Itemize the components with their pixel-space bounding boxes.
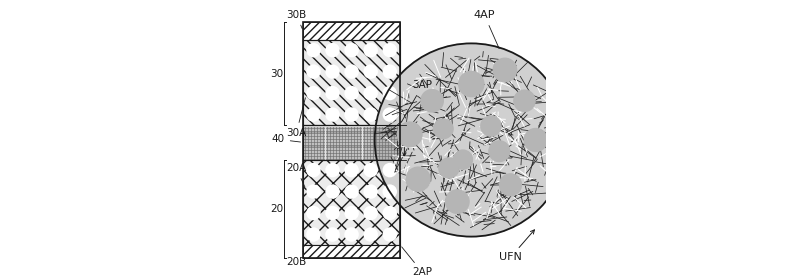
- Circle shape: [383, 64, 397, 79]
- Bar: [303, 245, 400, 258]
- Circle shape: [325, 163, 340, 178]
- Text: 30: 30: [270, 69, 283, 79]
- Circle shape: [345, 86, 358, 100]
- Text: 30A: 30A: [286, 98, 307, 138]
- Circle shape: [514, 90, 535, 111]
- Circle shape: [325, 64, 340, 79]
- Circle shape: [345, 43, 358, 57]
- Circle shape: [439, 158, 459, 178]
- Circle shape: [363, 86, 378, 100]
- Circle shape: [325, 206, 340, 220]
- Circle shape: [307, 64, 320, 79]
- Circle shape: [345, 163, 358, 178]
- Bar: [303, 40, 400, 125]
- Text: 3AP: 3AP: [401, 80, 432, 122]
- Circle shape: [397, 122, 422, 147]
- Text: T: T: [408, 137, 414, 147]
- Circle shape: [325, 43, 340, 57]
- Circle shape: [383, 163, 397, 178]
- Circle shape: [383, 43, 397, 57]
- Text: UF: UF: [0, 279, 1, 280]
- Circle shape: [325, 86, 340, 100]
- Circle shape: [307, 43, 320, 57]
- Text: 30B: 30B: [286, 10, 307, 29]
- Circle shape: [345, 206, 358, 220]
- Circle shape: [489, 141, 509, 162]
- Circle shape: [363, 64, 378, 79]
- Circle shape: [307, 107, 320, 122]
- Bar: [303, 125, 400, 160]
- Text: 4AP: 4AP: [474, 10, 499, 49]
- Circle shape: [363, 107, 378, 122]
- Circle shape: [345, 184, 358, 199]
- Circle shape: [421, 90, 444, 112]
- Circle shape: [434, 119, 453, 139]
- Circle shape: [363, 163, 378, 178]
- Text: 40: 40: [272, 134, 301, 144]
- Circle shape: [524, 129, 547, 151]
- Bar: [303, 22, 400, 40]
- Circle shape: [383, 227, 397, 242]
- Circle shape: [307, 184, 320, 199]
- Circle shape: [363, 184, 378, 199]
- Circle shape: [325, 227, 340, 242]
- Text: 2AP: 2AP: [401, 247, 432, 277]
- Circle shape: [481, 116, 501, 136]
- Circle shape: [493, 58, 517, 82]
- Text: UFN: UFN: [499, 230, 534, 262]
- Circle shape: [325, 184, 340, 199]
- Circle shape: [345, 107, 358, 122]
- Circle shape: [363, 43, 378, 57]
- Circle shape: [383, 107, 397, 122]
- Circle shape: [500, 174, 521, 196]
- Circle shape: [307, 86, 320, 100]
- Circle shape: [345, 64, 358, 79]
- Circle shape: [307, 206, 320, 220]
- Circle shape: [459, 71, 484, 97]
- Circle shape: [383, 184, 397, 199]
- Bar: [303, 160, 400, 245]
- Circle shape: [375, 43, 568, 237]
- Circle shape: [406, 167, 430, 191]
- Text: 20A: 20A: [286, 163, 307, 187]
- Circle shape: [363, 206, 378, 220]
- Circle shape: [363, 227, 378, 242]
- Circle shape: [383, 86, 397, 100]
- Circle shape: [307, 163, 320, 178]
- Circle shape: [453, 150, 473, 169]
- Text: 20B: 20B: [286, 251, 307, 267]
- Circle shape: [307, 227, 320, 242]
- Circle shape: [445, 190, 469, 213]
- Bar: [303, 22, 400, 258]
- Circle shape: [325, 107, 340, 122]
- Text: 20: 20: [270, 204, 283, 214]
- Circle shape: [383, 206, 397, 220]
- Circle shape: [345, 227, 358, 242]
